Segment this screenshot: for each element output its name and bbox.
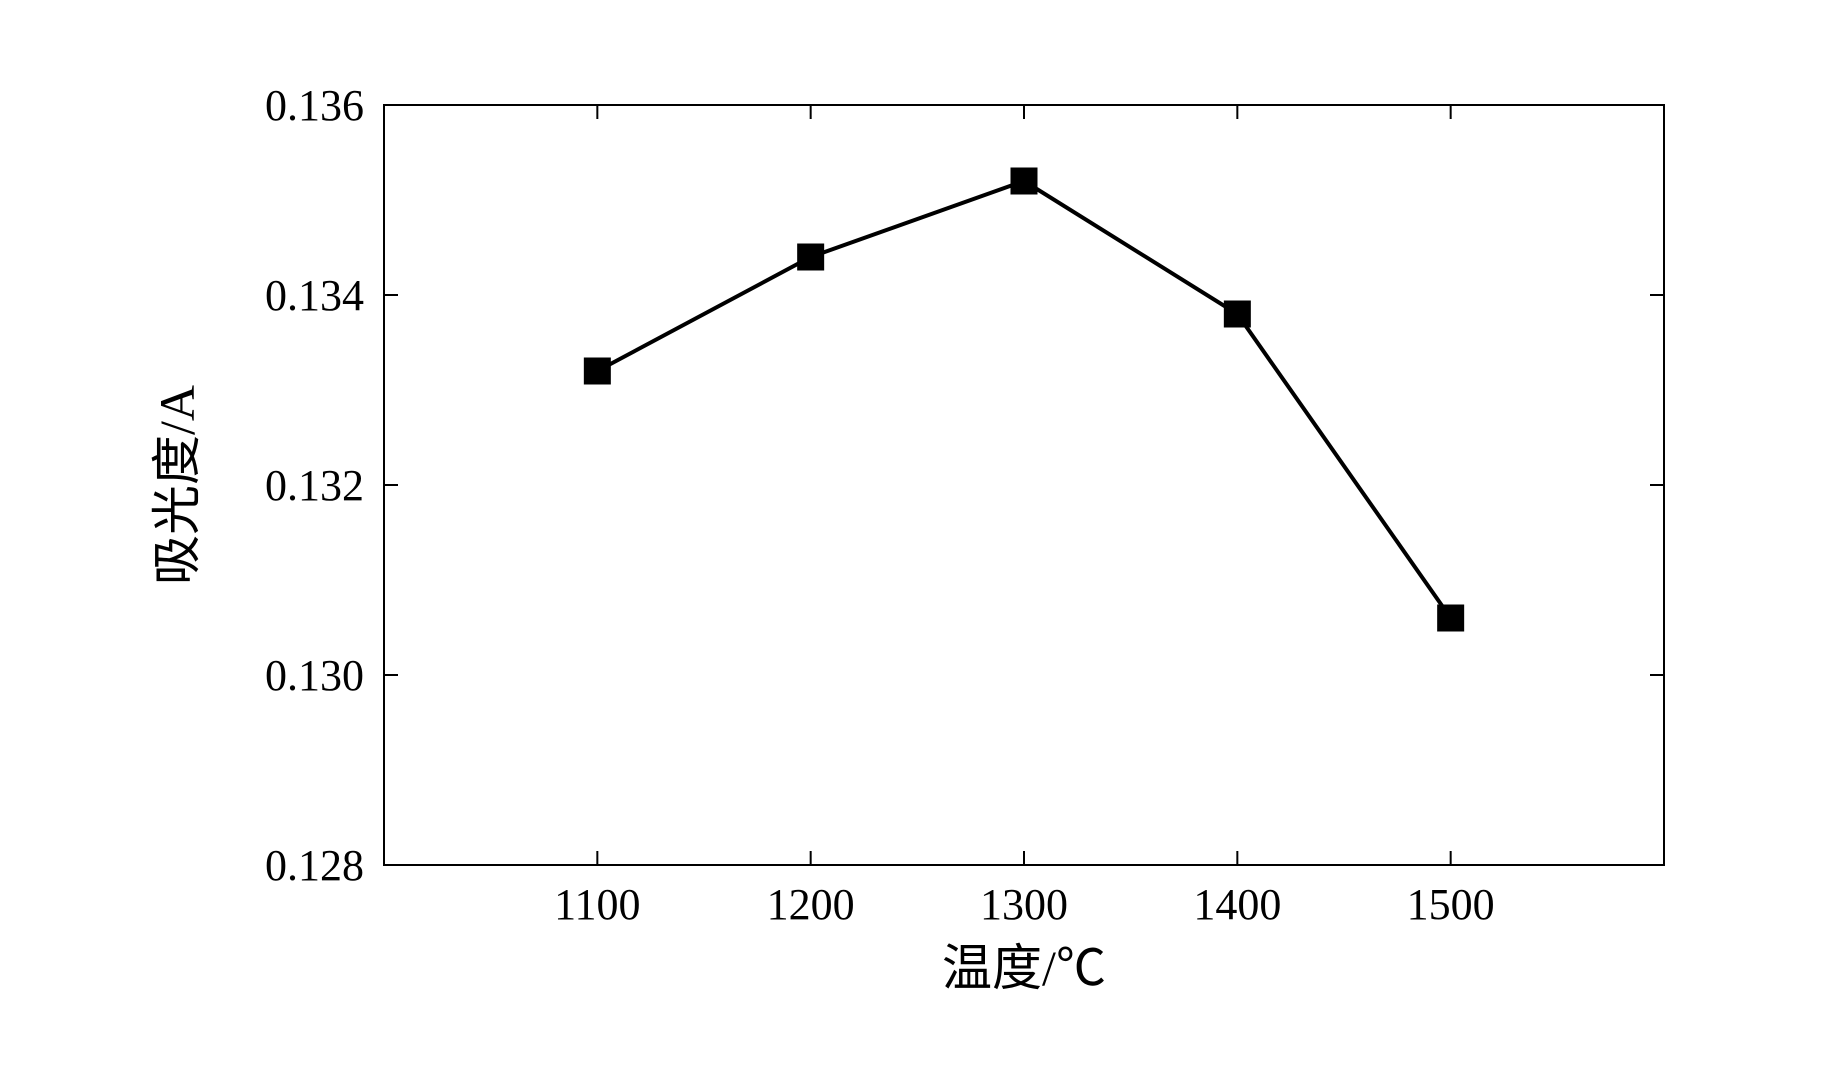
x-tick-label: 1500	[1407, 880, 1495, 929]
y-axis-label: 吸光度/A	[149, 385, 205, 585]
x-tick-label: 1400	[1193, 880, 1281, 929]
x-tick-label: 1100	[554, 880, 640, 929]
line-chart: 1100 1200 1300 1400 1500 0.128 0.130 0.132 0.134…	[104, 45, 1744, 1045]
y-tick-label: 0.136	[265, 81, 364, 130]
chart-container: 1100 1200 1300 1400 1500 0.128 0.130 0.132 0.134…	[104, 45, 1744, 1045]
x-tick-label: 1200	[767, 880, 855, 929]
y-tick-label: 0.128	[265, 841, 364, 890]
data-marker	[1011, 168, 1037, 194]
x-tick-label: 1300	[980, 880, 1068, 929]
y-tick-label: 0.132	[265, 461, 364, 510]
y-tick-label: 0.134	[265, 271, 364, 320]
data-marker	[1438, 605, 1464, 631]
data-marker	[584, 358, 610, 384]
data-marker	[798, 244, 824, 270]
data-marker	[1224, 301, 1250, 327]
plot-border	[384, 105, 1664, 865]
y-tick-label: 0.130	[265, 651, 364, 700]
data-line	[597, 181, 1450, 618]
x-axis-label: 温度/℃	[942, 940, 1106, 996]
